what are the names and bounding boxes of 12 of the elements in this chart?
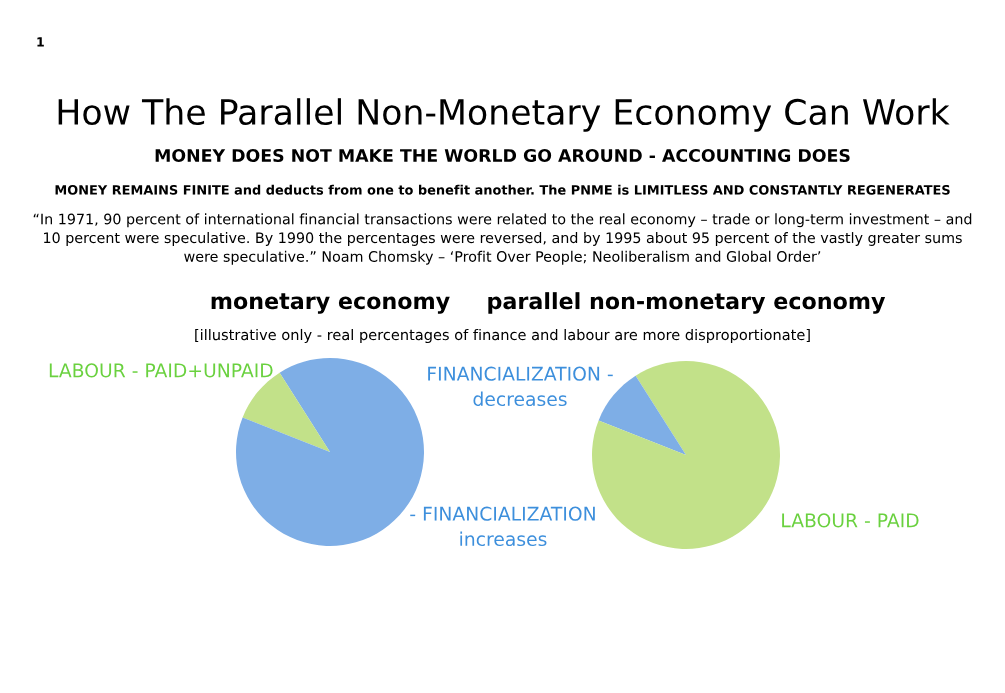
text: 1	[37, 37, 44, 47]
chart-title: parallel non-monetary economy	[488, 292, 886, 314]
slice-label: - FINANCIALIZATION increases	[410, 506, 595, 547]
text: MONEY REMAINS FINITE and deducts from one to benefit another. The PNME is LIMITLESS AND CONSTANTLY REGENERATES	[55, 184, 950, 195]
text: [illustrative only - real percentages of finance and labour are more disproportionate]	[195, 328, 810, 344]
slice-label: FINANCIALIZATION - decreases	[428, 366, 613, 407]
chart-title: monetary economy	[211, 293, 450, 314]
text: “In 1971, 90 percent of international financial transactions were related to the real economy – trade or long-term investment – and 10 percent were speculative. By 1990 the percentages were reversed, and by 1995 about 95 percent of the vastly greater sums were speculative.” Noam Chomsky – ‘Profit Over People; Neoliberalism and Global Order’	[33, 213, 972, 265]
slice-label: LABOUR - PAID	[782, 513, 919, 528]
slice-label: LABOUR - PAID+UNPAID	[49, 363, 273, 378]
chart-subtitle: MONEY DOES NOT MAKE THE WORLD GO AROUND - ACCOUNTING DOES	[155, 148, 850, 163]
text: How The Parallel Non-Monetary Economy Can Work	[58, 98, 950, 132]
